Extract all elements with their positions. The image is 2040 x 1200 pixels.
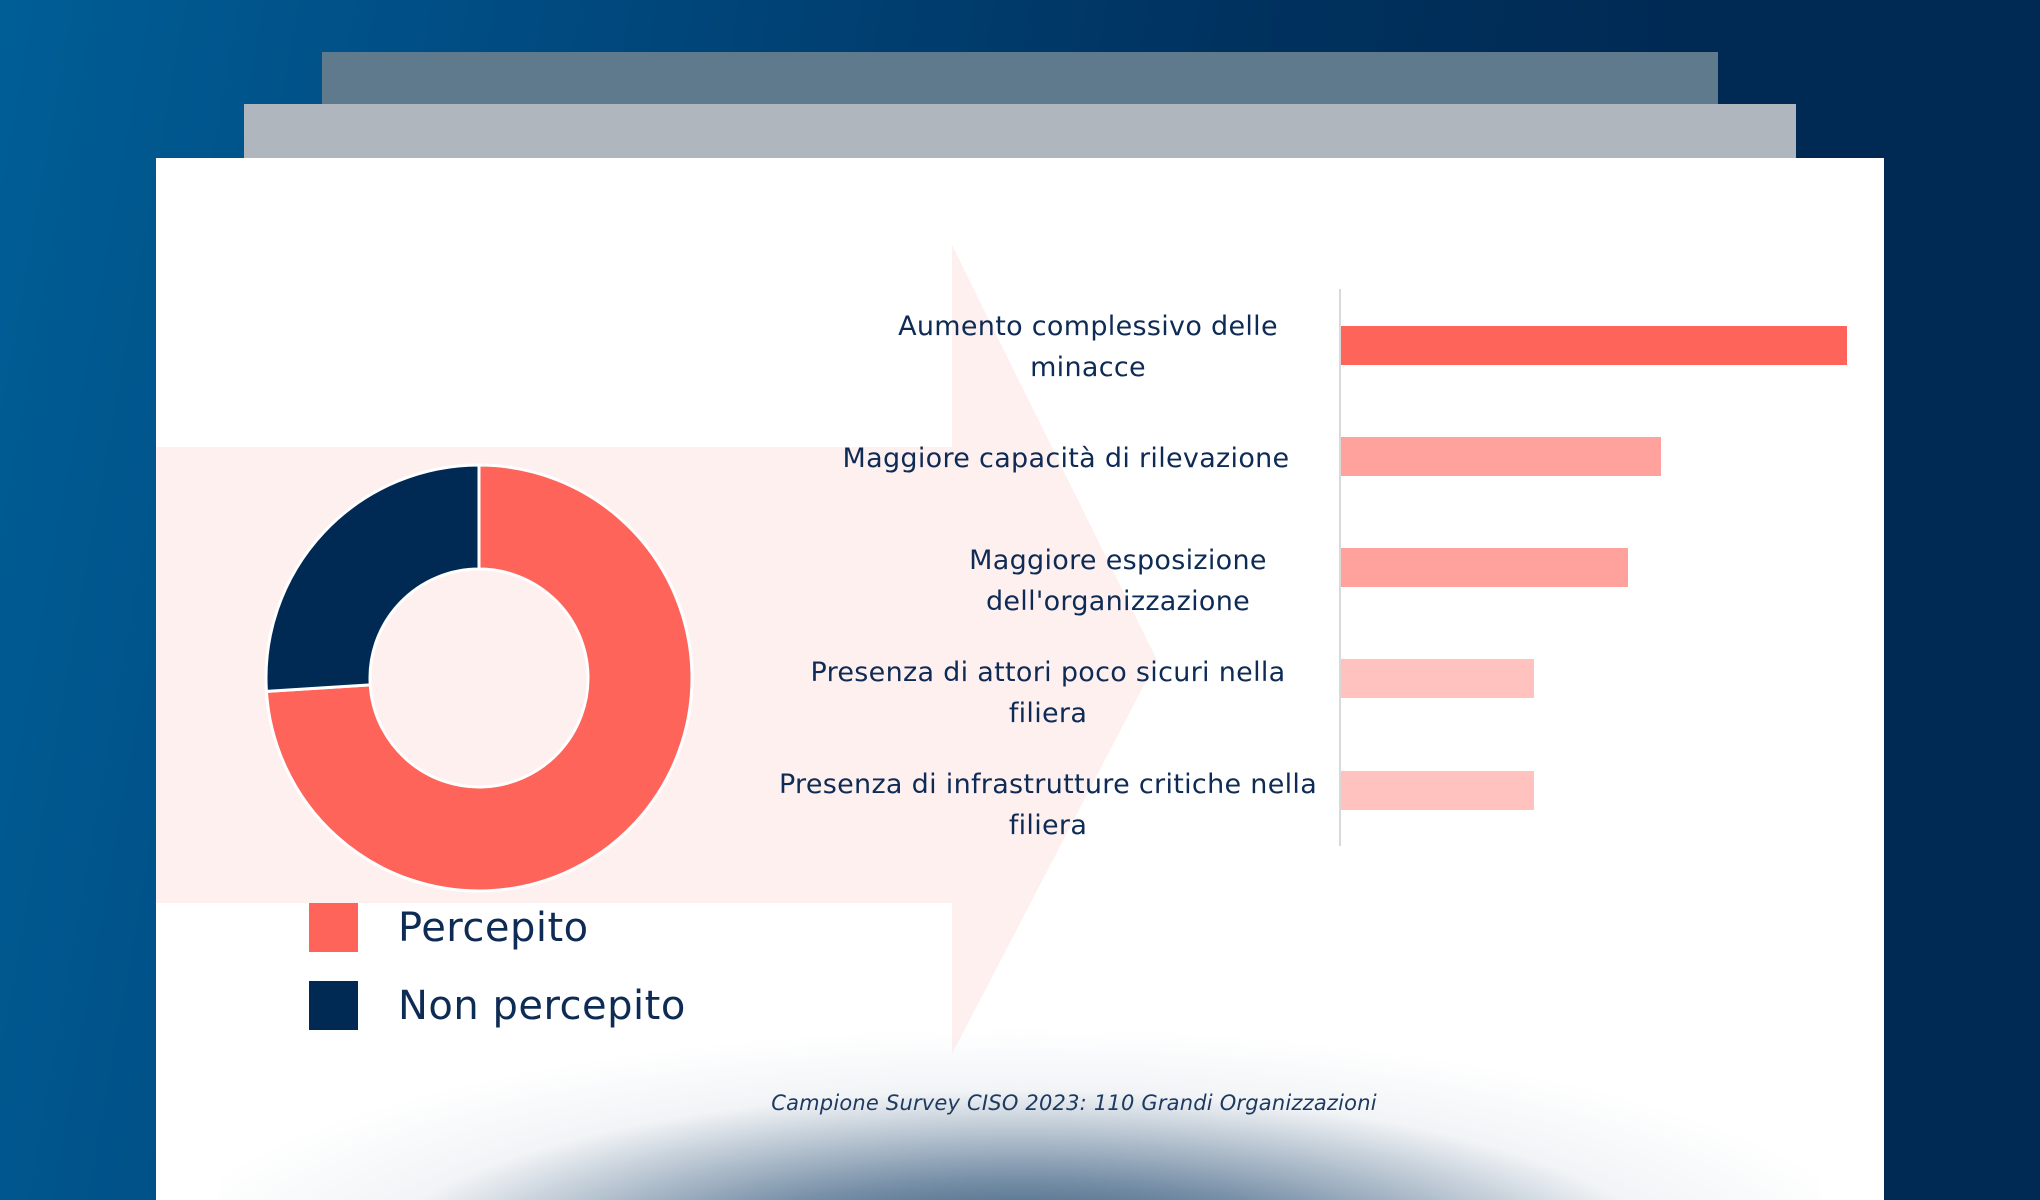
bar-label: Maggiore esposizione dell'organizzazione [969, 545, 1267, 617]
donut-chart [264, 463, 694, 893]
bar-label: Aumento complessivo delle minacce [898, 311, 1278, 383]
chart-card: Percepito Non percepito Aumento compless… [156, 158, 1884, 1200]
bar-chart-axis [1339, 289, 1341, 846]
legend-swatch-percepito [309, 903, 358, 952]
bar-label: Presenza di attori poco sicuri nella fil… [810, 657, 1286, 729]
bar-infrastrutture-critiche [1341, 771, 1534, 810]
bar-attori-poco-sicuri [1341, 659, 1534, 698]
bar-label: Presenza di infrastrutture critiche nell… [778, 769, 1318, 841]
bar-esposizione-organizzazione [1341, 548, 1628, 587]
legend-label: Percepito [398, 904, 589, 951]
legend-item-non-percepito: Non percepito [309, 981, 686, 1030]
donut-slice-percepito [264, 463, 694, 893]
footnote-source: Campione Survey CISO 2023: 110 Grandi Or… [771, 1091, 1377, 1115]
bar-label: Maggiore capacità di rilevazione [842, 443, 1290, 474]
stacked-card-middle [244, 104, 1796, 164]
bar-aumento-minacce [1341, 326, 1847, 365]
legend-item-percepito: Percepito [309, 903, 686, 952]
legend-label: Non percepito [398, 982, 686, 1029]
donut-legend: Percepito Non percepito [309, 903, 686, 1059]
bottom-shadow [220, 1028, 1820, 1200]
legend-swatch-non-percepito [309, 981, 358, 1030]
bar-capacita-rilevazione [1341, 437, 1661, 476]
donut-slice-non-percepito [264, 463, 481, 693]
donut-hole [371, 570, 587, 786]
